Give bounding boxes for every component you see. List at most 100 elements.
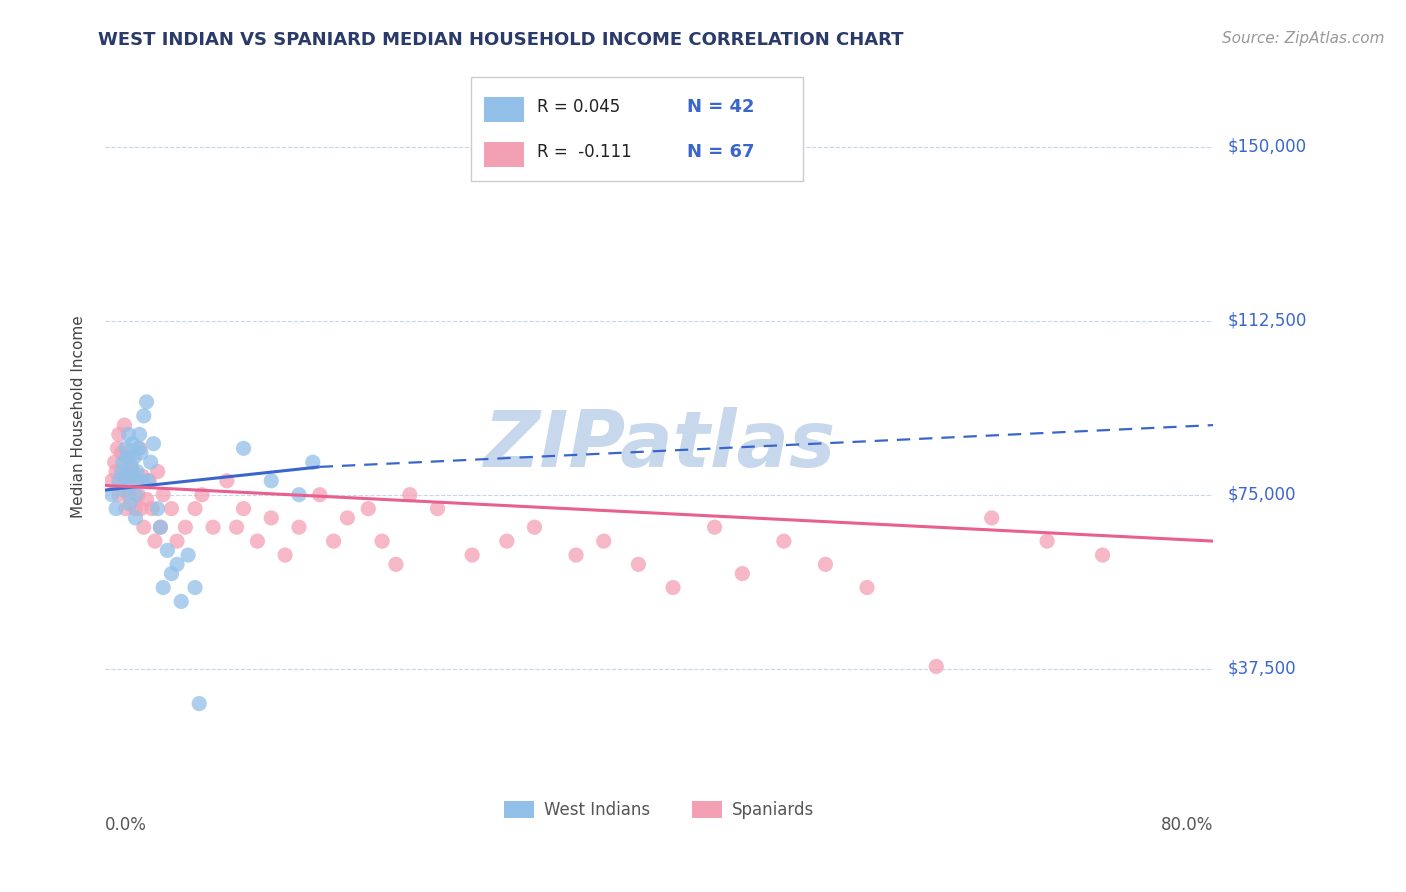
- Point: [260, 474, 283, 488]
- Point: [385, 558, 408, 572]
- Point: [129, 501, 152, 516]
- Point: [114, 474, 136, 488]
- Text: WEST INDIAN VS SPANIARD MEDIAN HOUSEHOLD INCOME CORRELATION CHART: WEST INDIAN VS SPANIARD MEDIAN HOUSEHOLD…: [98, 31, 904, 49]
- Point: [112, 418, 135, 433]
- Point: [288, 520, 311, 534]
- Point: [105, 465, 128, 479]
- Point: [124, 488, 146, 502]
- Point: [152, 581, 174, 595]
- Point: [980, 511, 1002, 525]
- Point: [260, 511, 283, 525]
- Point: [118, 478, 141, 492]
- Point: [225, 520, 247, 534]
- Point: [308, 488, 330, 502]
- Point: [122, 450, 145, 465]
- FancyBboxPatch shape: [484, 97, 524, 122]
- Point: [371, 534, 394, 549]
- Point: [1091, 548, 1114, 562]
- Point: [118, 455, 141, 469]
- Point: [925, 659, 948, 673]
- Point: [1036, 534, 1059, 549]
- Point: [184, 581, 207, 595]
- Point: [104, 455, 127, 469]
- Point: [398, 488, 420, 502]
- Point: [246, 534, 269, 549]
- Point: [114, 469, 136, 483]
- Point: [120, 459, 142, 474]
- Point: [125, 474, 148, 488]
- Point: [146, 501, 169, 516]
- Point: [731, 566, 754, 581]
- Point: [125, 465, 148, 479]
- Text: $112,500: $112,500: [1227, 311, 1306, 330]
- Point: [426, 501, 449, 516]
- Point: [114, 501, 136, 516]
- FancyBboxPatch shape: [484, 142, 524, 168]
- Point: [112, 483, 135, 497]
- Text: N = 42: N = 42: [688, 98, 755, 117]
- Point: [703, 520, 725, 534]
- Point: [188, 697, 211, 711]
- Point: [160, 501, 183, 516]
- Point: [142, 436, 165, 450]
- Point: [120, 469, 142, 483]
- Point: [114, 442, 136, 456]
- Point: [129, 446, 152, 460]
- Point: [149, 520, 172, 534]
- Legend: West Indians, Spaniards: West Indians, Spaniards: [498, 794, 821, 825]
- Point: [111, 455, 134, 469]
- Point: [191, 488, 214, 502]
- Point: [139, 455, 162, 469]
- Point: [174, 520, 197, 534]
- Point: [101, 474, 124, 488]
- Point: [202, 520, 225, 534]
- Point: [461, 548, 484, 562]
- Point: [274, 548, 297, 562]
- Point: [115, 450, 138, 465]
- Point: [288, 488, 311, 502]
- Point: [146, 465, 169, 479]
- Point: [143, 534, 166, 549]
- Point: [592, 534, 614, 549]
- Point: [121, 469, 143, 483]
- Point: [105, 501, 128, 516]
- Text: Source: ZipAtlas.com: Source: ZipAtlas.com: [1222, 31, 1385, 46]
- Point: [523, 520, 546, 534]
- Point: [177, 548, 200, 562]
- Point: [160, 566, 183, 581]
- Text: 0.0%: 0.0%: [105, 816, 146, 834]
- Point: [117, 488, 139, 502]
- Text: $150,000: $150,000: [1227, 137, 1306, 155]
- Point: [121, 436, 143, 450]
- Point: [108, 488, 131, 502]
- Text: R = 0.045: R = 0.045: [537, 98, 620, 117]
- Point: [132, 409, 155, 423]
- Point: [232, 501, 254, 516]
- Point: [135, 395, 157, 409]
- Text: $37,500: $37,500: [1227, 660, 1296, 678]
- Text: ZIPatlas: ZIPatlas: [484, 407, 835, 483]
- Point: [128, 427, 150, 442]
- Point: [110, 446, 132, 460]
- Point: [127, 442, 149, 456]
- Point: [156, 543, 179, 558]
- Point: [111, 469, 134, 483]
- Point: [101, 488, 124, 502]
- Point: [301, 455, 323, 469]
- Point: [124, 511, 146, 525]
- Point: [215, 474, 238, 488]
- Point: [170, 594, 193, 608]
- Text: R =  -0.111: R = -0.111: [537, 144, 633, 161]
- Text: 80.0%: 80.0%: [1161, 816, 1213, 834]
- FancyBboxPatch shape: [471, 78, 803, 181]
- Text: $75,000: $75,000: [1227, 486, 1296, 504]
- Point: [141, 501, 163, 516]
- Point: [107, 442, 129, 456]
- Point: [152, 488, 174, 502]
- Point: [357, 501, 380, 516]
- Point: [773, 534, 796, 549]
- Point: [856, 581, 879, 595]
- Point: [184, 501, 207, 516]
- Point: [132, 520, 155, 534]
- Point: [124, 501, 146, 516]
